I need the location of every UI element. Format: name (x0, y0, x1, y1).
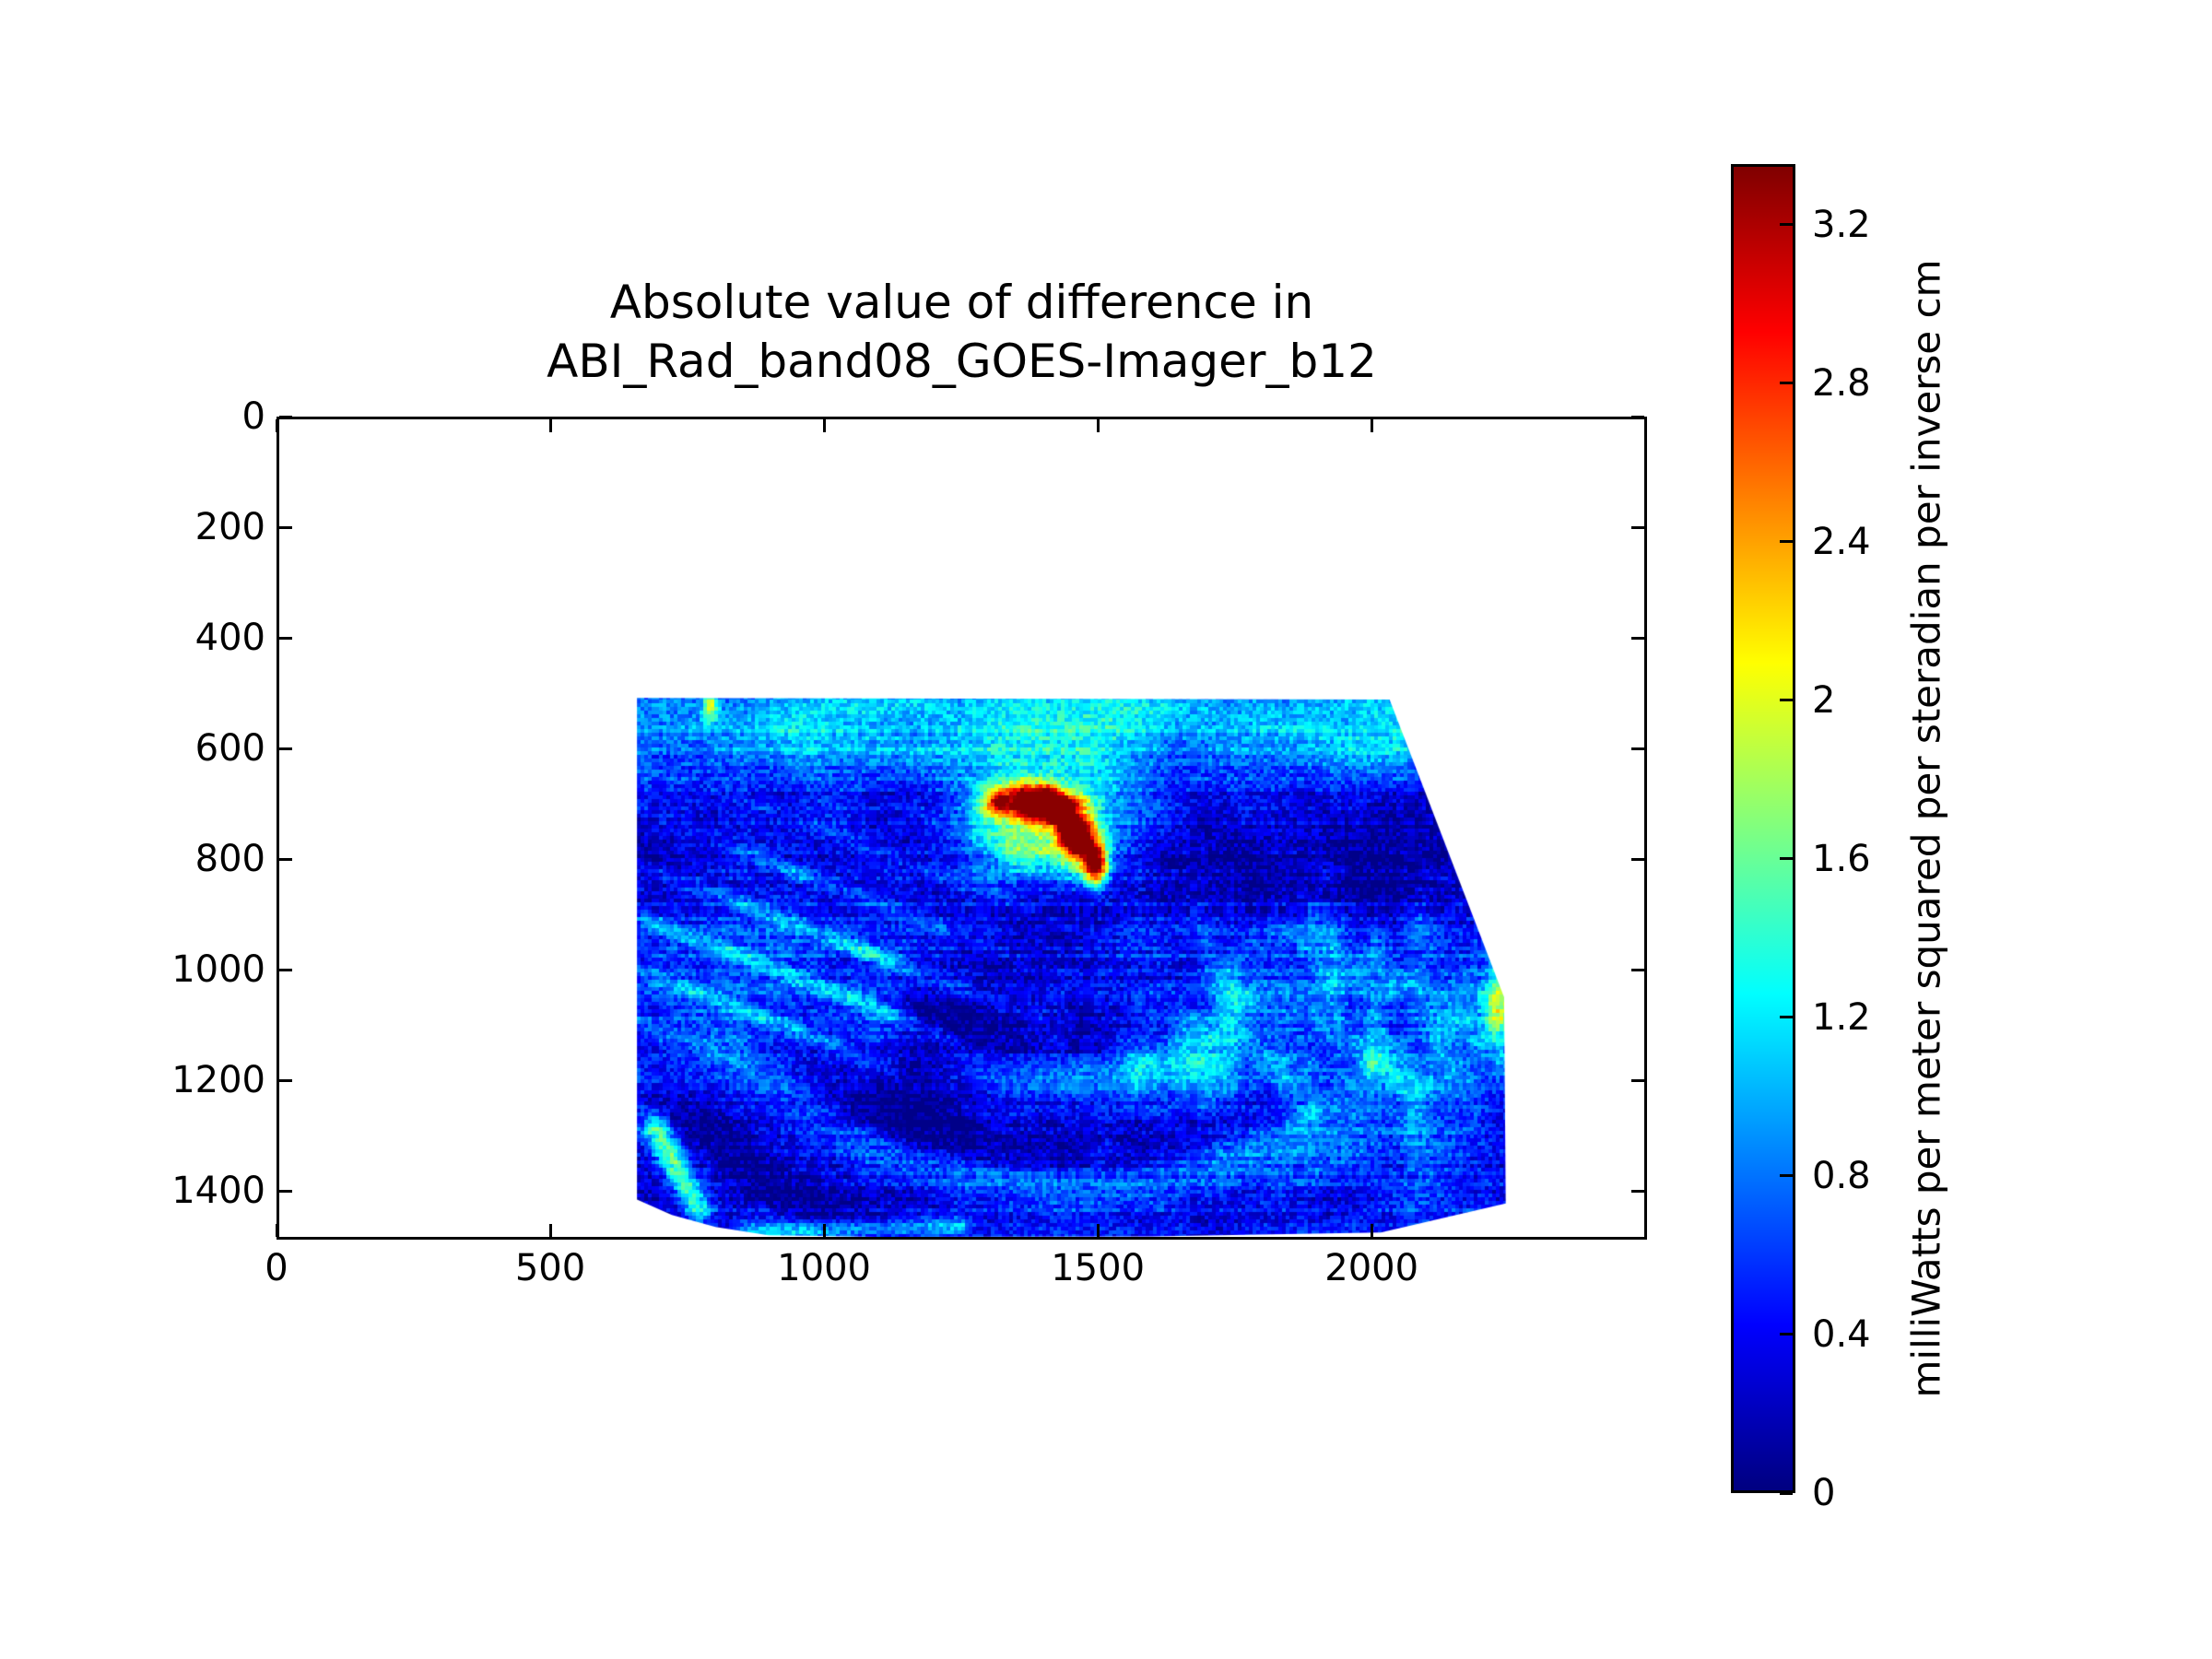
plot-title: Absolute value of difference in ABI_Rad_… (276, 273, 1647, 391)
x-tick-top (822, 419, 826, 432)
plot-title-line2: ABI_Rad_band08_GOES-Imager_b12 (547, 335, 1377, 388)
colorbar-tick (1780, 1174, 1793, 1178)
colorbar-tick (1780, 382, 1793, 385)
y-tick-right (1631, 747, 1644, 750)
x-tick-top (1096, 419, 1100, 432)
y-tick-right (1631, 636, 1644, 640)
y-tick-right (1631, 1189, 1644, 1193)
colorbar-tick-label: 2 (1812, 678, 1836, 722)
y-tick-right (1631, 968, 1644, 971)
x-tick-label: 0 (265, 1247, 288, 1289)
x-tick-bottom (1096, 1224, 1100, 1237)
x-tick-label: 2000 (1324, 1247, 1419, 1289)
y-tick-left (279, 857, 292, 861)
y-tick-label: 600 (194, 727, 265, 771)
y-tick-right (1631, 1078, 1644, 1082)
colorbar-axis-label: milliWatts per meter squared per steradi… (1903, 259, 1949, 1398)
colorbar-tick-label: 3.2 (1812, 203, 1871, 246)
y-tick-label: 1400 (171, 1170, 265, 1213)
heatmap-canvas (279, 419, 1644, 1237)
colorbar-tick-label: 2.4 (1812, 520, 1871, 563)
x-tick-top (1370, 419, 1373, 432)
x-tick-label: 1000 (777, 1247, 871, 1289)
y-tick-left (279, 525, 292, 529)
plot-title-line1: Absolute value of difference in (609, 276, 1314, 329)
x-tick-label: 1500 (1051, 1247, 1146, 1289)
colorbar-tick-label: 2.8 (1812, 361, 1871, 405)
colorbar-tick (1780, 540, 1793, 544)
y-tick-left (279, 415, 292, 418)
axes-frame (276, 417, 1647, 1240)
y-tick-right (1631, 525, 1644, 529)
x-tick-bottom (275, 1224, 278, 1237)
colorbar (1731, 164, 1795, 1493)
y-tick-label: 200 (194, 506, 265, 549)
y-tick-right (1631, 415, 1644, 418)
x-tick-top (275, 419, 278, 432)
colorbar-gradient (1734, 167, 1793, 1490)
colorbar-tick (1780, 1016, 1793, 1019)
y-tick-left (279, 1189, 292, 1193)
colorbar-tick (1780, 1333, 1793, 1336)
colorbar-tick-label: 1.2 (1812, 995, 1871, 1039)
y-tick-left (279, 636, 292, 640)
x-tick-bottom (548, 1224, 552, 1237)
colorbar-tick (1780, 223, 1793, 227)
y-tick-label: 0 (241, 395, 265, 438)
y-tick-label: 1200 (171, 1059, 265, 1102)
colorbar-tick (1780, 699, 1793, 702)
y-tick-left (279, 968, 292, 971)
colorbar-tick-label: 0 (1812, 1472, 1836, 1514)
colorbar-tick (1780, 1491, 1793, 1495)
colorbar-tick (1780, 857, 1793, 861)
y-tick-label: 1000 (171, 948, 265, 992)
y-tick-label: 800 (194, 838, 265, 881)
x-tick-bottom (1370, 1224, 1373, 1237)
y-tick-left (279, 747, 292, 750)
y-tick-left (279, 1078, 292, 1082)
y-tick-label: 400 (194, 617, 265, 660)
x-tick-bottom (822, 1224, 826, 1237)
colorbar-tick-label: 1.6 (1812, 837, 1871, 880)
x-tick-label: 500 (514, 1247, 586, 1289)
y-tick-right (1631, 857, 1644, 861)
x-tick-top (548, 419, 552, 432)
colorbar-tick-label: 0.4 (1812, 1312, 1871, 1356)
colorbar-tick-label: 0.8 (1812, 1154, 1871, 1197)
